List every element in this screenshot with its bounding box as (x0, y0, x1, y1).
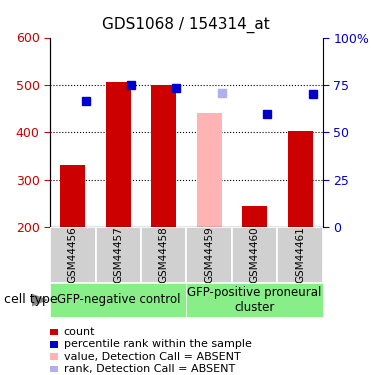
Text: GFP-negative control: GFP-negative control (56, 294, 180, 306)
Text: GFP-positive proneural
cluster: GFP-positive proneural cluster (187, 286, 322, 314)
Text: GDS1068 / 154314_at: GDS1068 / 154314_at (102, 17, 269, 33)
Polygon shape (32, 293, 48, 307)
Text: GSM44459: GSM44459 (204, 226, 214, 284)
Text: rank, Detection Call = ABSENT: rank, Detection Call = ABSENT (64, 364, 235, 374)
Text: GSM44457: GSM44457 (113, 226, 123, 284)
Text: GSM44456: GSM44456 (68, 226, 78, 284)
Text: GSM44460: GSM44460 (250, 226, 260, 284)
Bar (278, 227, 323, 283)
Text: cell type: cell type (4, 294, 58, 306)
Bar (187, 283, 323, 317)
Bar (60, 165, 85, 227)
Bar (187, 227, 232, 283)
Bar (242, 206, 267, 227)
Bar (106, 82, 131, 227)
Bar (197, 113, 221, 227)
Text: value, Detection Call = ABSENT: value, Detection Call = ABSENT (64, 352, 240, 362)
Bar (96, 227, 141, 283)
Bar (232, 227, 278, 283)
Bar (50, 227, 96, 283)
Text: GSM44461: GSM44461 (295, 226, 305, 284)
Text: GSM44458: GSM44458 (159, 226, 169, 284)
Bar (151, 85, 176, 227)
Bar (50, 283, 187, 317)
Text: percentile rank within the sample: percentile rank within the sample (64, 339, 252, 349)
Bar (141, 227, 187, 283)
Bar (288, 131, 312, 227)
Text: count: count (64, 327, 95, 337)
